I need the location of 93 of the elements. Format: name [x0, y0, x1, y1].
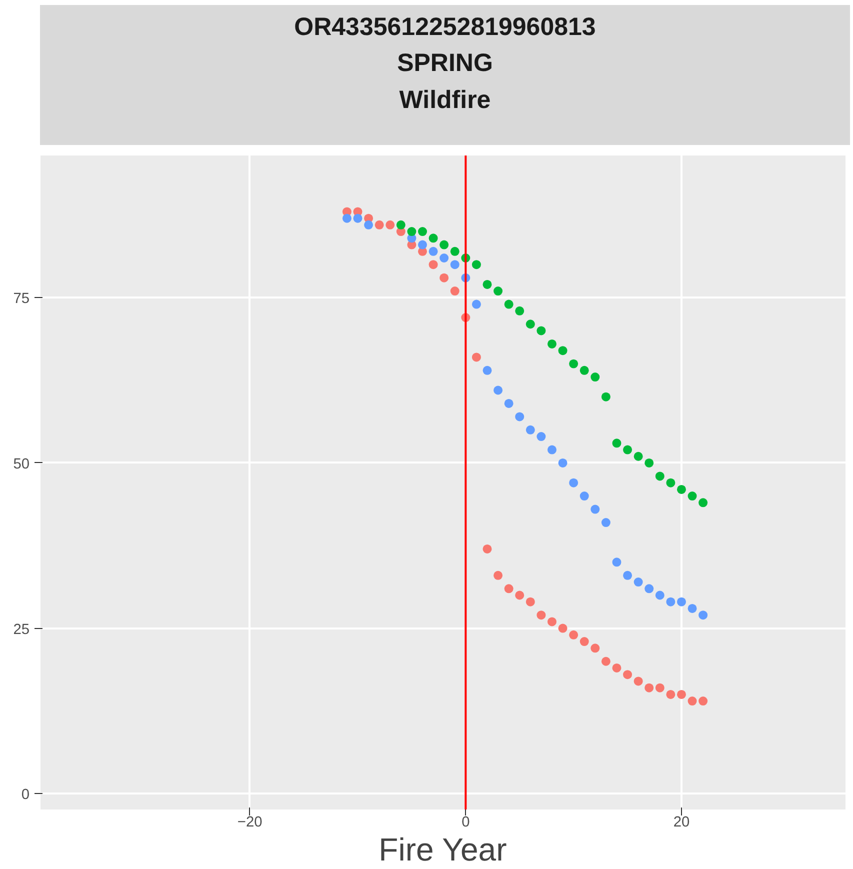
point: [494, 570, 503, 580]
point: [655, 590, 664, 600]
point: [515, 412, 524, 422]
point: [547, 339, 556, 348]
point: [472, 260, 481, 270]
point: [558, 346, 568, 356]
point: [482, 280, 492, 289]
point: [428, 260, 438, 270]
point: [698, 610, 708, 620]
point: [353, 214, 362, 223]
point: [612, 438, 622, 448]
point: [374, 220, 384, 230]
point: [536, 326, 546, 336]
point: [494, 386, 503, 395]
point: [590, 504, 600, 514]
point: [688, 492, 697, 501]
point: [526, 425, 535, 434]
point: [440, 273, 449, 282]
point: [634, 452, 643, 461]
point: [450, 260, 460, 270]
point: [569, 359, 578, 368]
point: [440, 254, 449, 262]
point: [526, 597, 535, 606]
point: [396, 220, 406, 230]
point: [601, 518, 610, 527]
point: [644, 458, 654, 468]
point: [623, 670, 632, 680]
point: [428, 246, 438, 256]
point: [590, 644, 600, 653]
point: [634, 578, 643, 587]
point: [623, 445, 632, 454]
point: [418, 227, 427, 236]
point: [634, 676, 643, 686]
point: [547, 445, 556, 454]
y-tick-label: 0: [21, 787, 30, 804]
point: [428, 234, 438, 243]
point: [418, 240, 427, 250]
point: [515, 590, 524, 600]
point: [655, 472, 664, 481]
point: [515, 306, 524, 316]
point: [580, 492, 589, 501]
y-tick-label: 25: [13, 622, 30, 638]
point: [666, 597, 676, 606]
point: [612, 558, 622, 567]
x-tick-label: −20: [237, 814, 262, 830]
point: [698, 696, 708, 706]
point: [386, 220, 395, 230]
x-tick-label: 0: [462, 814, 470, 830]
point: [536, 610, 546, 620]
point: [612, 663, 622, 672]
x-axis-title: Fire Year: [378, 832, 508, 868]
chart-title: OR4335612252819960813 SPRING Wildfire: [294, 12, 596, 116]
point: [504, 584, 514, 594]
point: [580, 366, 589, 375]
point: [440, 240, 449, 250]
point: [342, 214, 352, 223]
point: [666, 690, 676, 699]
point: [580, 637, 589, 646]
point: [655, 683, 664, 692]
point: [450, 286, 460, 296]
point: [547, 617, 556, 626]
point: [676, 690, 686, 699]
point: [676, 484, 686, 494]
point: [666, 478, 676, 488]
point: [558, 458, 568, 468]
point: [590, 372, 600, 382]
point: [407, 227, 416, 236]
point: [698, 498, 708, 508]
point: [504, 300, 514, 309]
point: [601, 392, 610, 402]
point: [504, 398, 514, 408]
point: [472, 300, 481, 309]
point: [569, 630, 578, 640]
point: [644, 683, 654, 692]
y-tick-label: 75: [13, 291, 30, 308]
point: [450, 246, 460, 256]
point: [482, 544, 492, 554]
point: [569, 478, 578, 488]
point: [676, 597, 686, 606]
point: [688, 696, 697, 706]
y-tick-label: 50: [13, 456, 30, 472]
point: [623, 570, 632, 580]
point: [472, 352, 481, 362]
point: [644, 584, 654, 594]
point: [494, 286, 503, 296]
point: [536, 432, 546, 442]
point: [558, 624, 568, 633]
point: [601, 656, 610, 666]
x-tick-label: 20: [673, 814, 690, 830]
point: [364, 220, 374, 230]
point: [526, 320, 535, 329]
point: [688, 604, 697, 613]
point: [482, 366, 492, 375]
